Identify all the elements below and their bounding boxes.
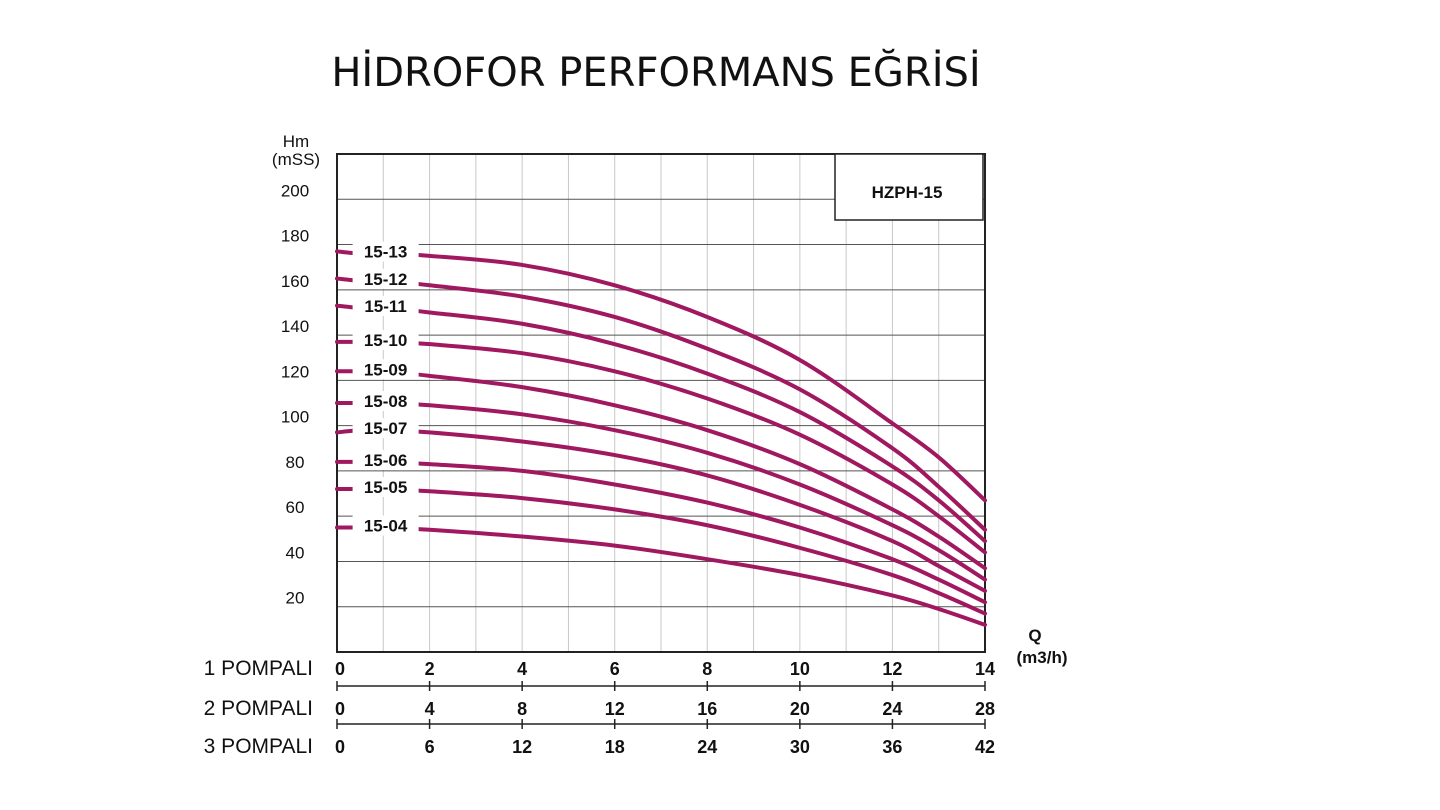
series-label: 15-07 <box>364 419 407 438</box>
y-tick-labels: 20 40 60 80 100 120 140 160 180 200 <box>281 181 309 607</box>
series-label: 15-04 <box>364 517 408 536</box>
y-tick-label: 180 <box>281 227 309 246</box>
y-tick-label: 20 <box>286 589 305 608</box>
x-tick-label: 0 <box>335 699 345 719</box>
x-tick-label: 24 <box>882 699 902 719</box>
grid <box>336 153 986 653</box>
series-label-bg <box>352 295 419 316</box>
series-label-bg <box>352 241 419 262</box>
series-label-bg <box>352 268 419 289</box>
series-label: 15-10 <box>364 331 407 350</box>
y-tick-label: 120 <box>281 362 309 381</box>
x-axis-row-label: 3 POMPALI <box>204 735 313 758</box>
series-label-bg <box>352 477 419 498</box>
y-tick-label: 200 <box>281 181 309 200</box>
series-label-bg <box>352 418 419 439</box>
y-tick-label: 140 <box>281 317 309 336</box>
x-tick-label: 6 <box>610 659 620 679</box>
x-tick-label: 8 <box>702 659 712 679</box>
series-label-bg <box>352 329 419 350</box>
model-box: HZPH-15 <box>834 153 984 221</box>
x-tick-label: 6 <box>425 737 435 757</box>
y-tick-label: 40 <box>286 543 305 562</box>
model-box-label: HZPH-15 <box>872 183 943 202</box>
x-tick-label: 10 <box>790 659 810 679</box>
series-label: 15-13 <box>364 243 407 262</box>
model-box-frame <box>834 153 984 221</box>
series-label-bg <box>352 449 419 470</box>
x-axes: 1 POMPALI 0 2 4 6 8 10 12 142 POMPALI 0 4 8 12 16 20 24… <box>204 657 995 758</box>
x-tick-label: 8 <box>517 699 527 719</box>
y-tick-label: 100 <box>281 408 309 427</box>
x-tick-label: 24 <box>697 737 717 757</box>
x-axis-row-label: 2 POMPALI <box>204 697 313 720</box>
series-labels: 15-13 15-12 15-11 15-10 15-09 15-08 15-07 15-06… <box>352 241 419 536</box>
x-tick-label: 18 <box>605 737 625 757</box>
y-tick-label: 60 <box>286 498 305 517</box>
series-label: 15-09 <box>364 360 407 379</box>
x-tick-label: 16 <box>697 699 717 719</box>
series-label: 15-05 <box>364 478 407 497</box>
y-tick-label: 80 <box>286 453 305 472</box>
series-label-bg <box>352 515 419 536</box>
x-tick-label: 0 <box>335 659 345 679</box>
y-tick-label: 160 <box>281 272 309 291</box>
series-label-bg <box>352 391 419 411</box>
x-tick-label: 30 <box>790 737 810 757</box>
series-label: 15-11 <box>364 297 407 316</box>
x-tick-label: 4 <box>517 659 527 679</box>
series-label-bg <box>352 359 419 380</box>
series-label: 15-12 <box>364 270 407 289</box>
x-tick-label: 2 <box>425 659 435 679</box>
x-tick-label: 12 <box>605 699 625 719</box>
y-axis-label: Hm <box>283 132 309 151</box>
chart-title: HİDROFOR PERFORMANS EĞRİSİ <box>331 48 980 96</box>
x-axis-label: Q <box>1028 626 1041 645</box>
y-axis-unit: (mSS) <box>272 150 320 169</box>
series-label: 15-08 <box>364 392 407 411</box>
x-tick-label: 12 <box>882 659 902 679</box>
series-label: 15-06 <box>364 451 407 470</box>
x-tick-label: 12 <box>512 737 532 757</box>
x-tick-label: 0 <box>335 737 345 757</box>
x-tick-label: 42 <box>975 737 995 757</box>
x-tick-label: 20 <box>790 699 810 719</box>
x-axis-unit: (m3/h) <box>1017 648 1068 667</box>
x-tick-label: 36 <box>882 737 902 757</box>
x-tick-label: 28 <box>975 699 995 719</box>
x-axis-row-label: 1 POMPALI <box>204 657 313 680</box>
x-tick-label: 4 <box>425 699 435 719</box>
x-tick-label: 14 <box>975 659 995 679</box>
